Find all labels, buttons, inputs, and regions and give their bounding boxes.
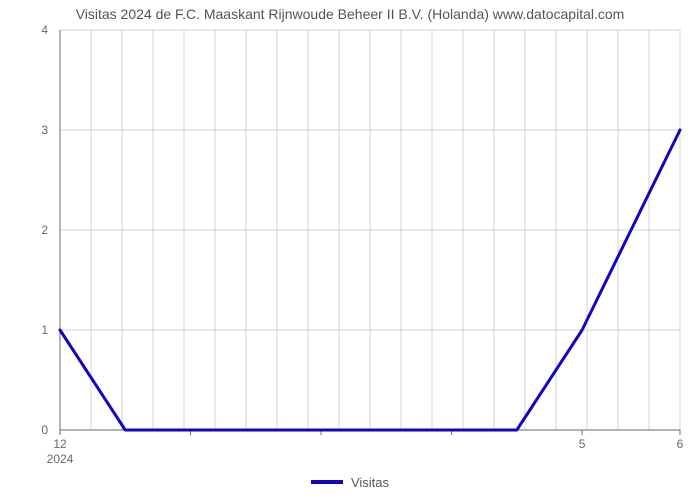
legend-item: Visitas	[311, 475, 389, 490]
visits-chart: Visitas 2024 de F.C. Maaskant Rijnwoude …	[0, 0, 700, 500]
svg-text:0: 0	[41, 423, 48, 437]
chart-svg: 0123412202456	[0, 0, 700, 500]
svg-text:4: 4	[41, 23, 48, 37]
chart-title: Visitas 2024 de F.C. Maaskant Rijnwoude …	[0, 6, 700, 22]
svg-text:2: 2	[41, 223, 48, 237]
svg-text:2024: 2024	[47, 452, 74, 466]
svg-text:6: 6	[677, 437, 684, 451]
legend-label: Visitas	[351, 475, 389, 490]
chart-legend: Visitas	[0, 472, 700, 490]
svg-text:5: 5	[579, 437, 586, 451]
legend-swatch	[311, 480, 343, 484]
svg-text:12: 12	[53, 437, 67, 451]
svg-text:3: 3	[41, 123, 48, 137]
svg-text:1: 1	[41, 323, 48, 337]
